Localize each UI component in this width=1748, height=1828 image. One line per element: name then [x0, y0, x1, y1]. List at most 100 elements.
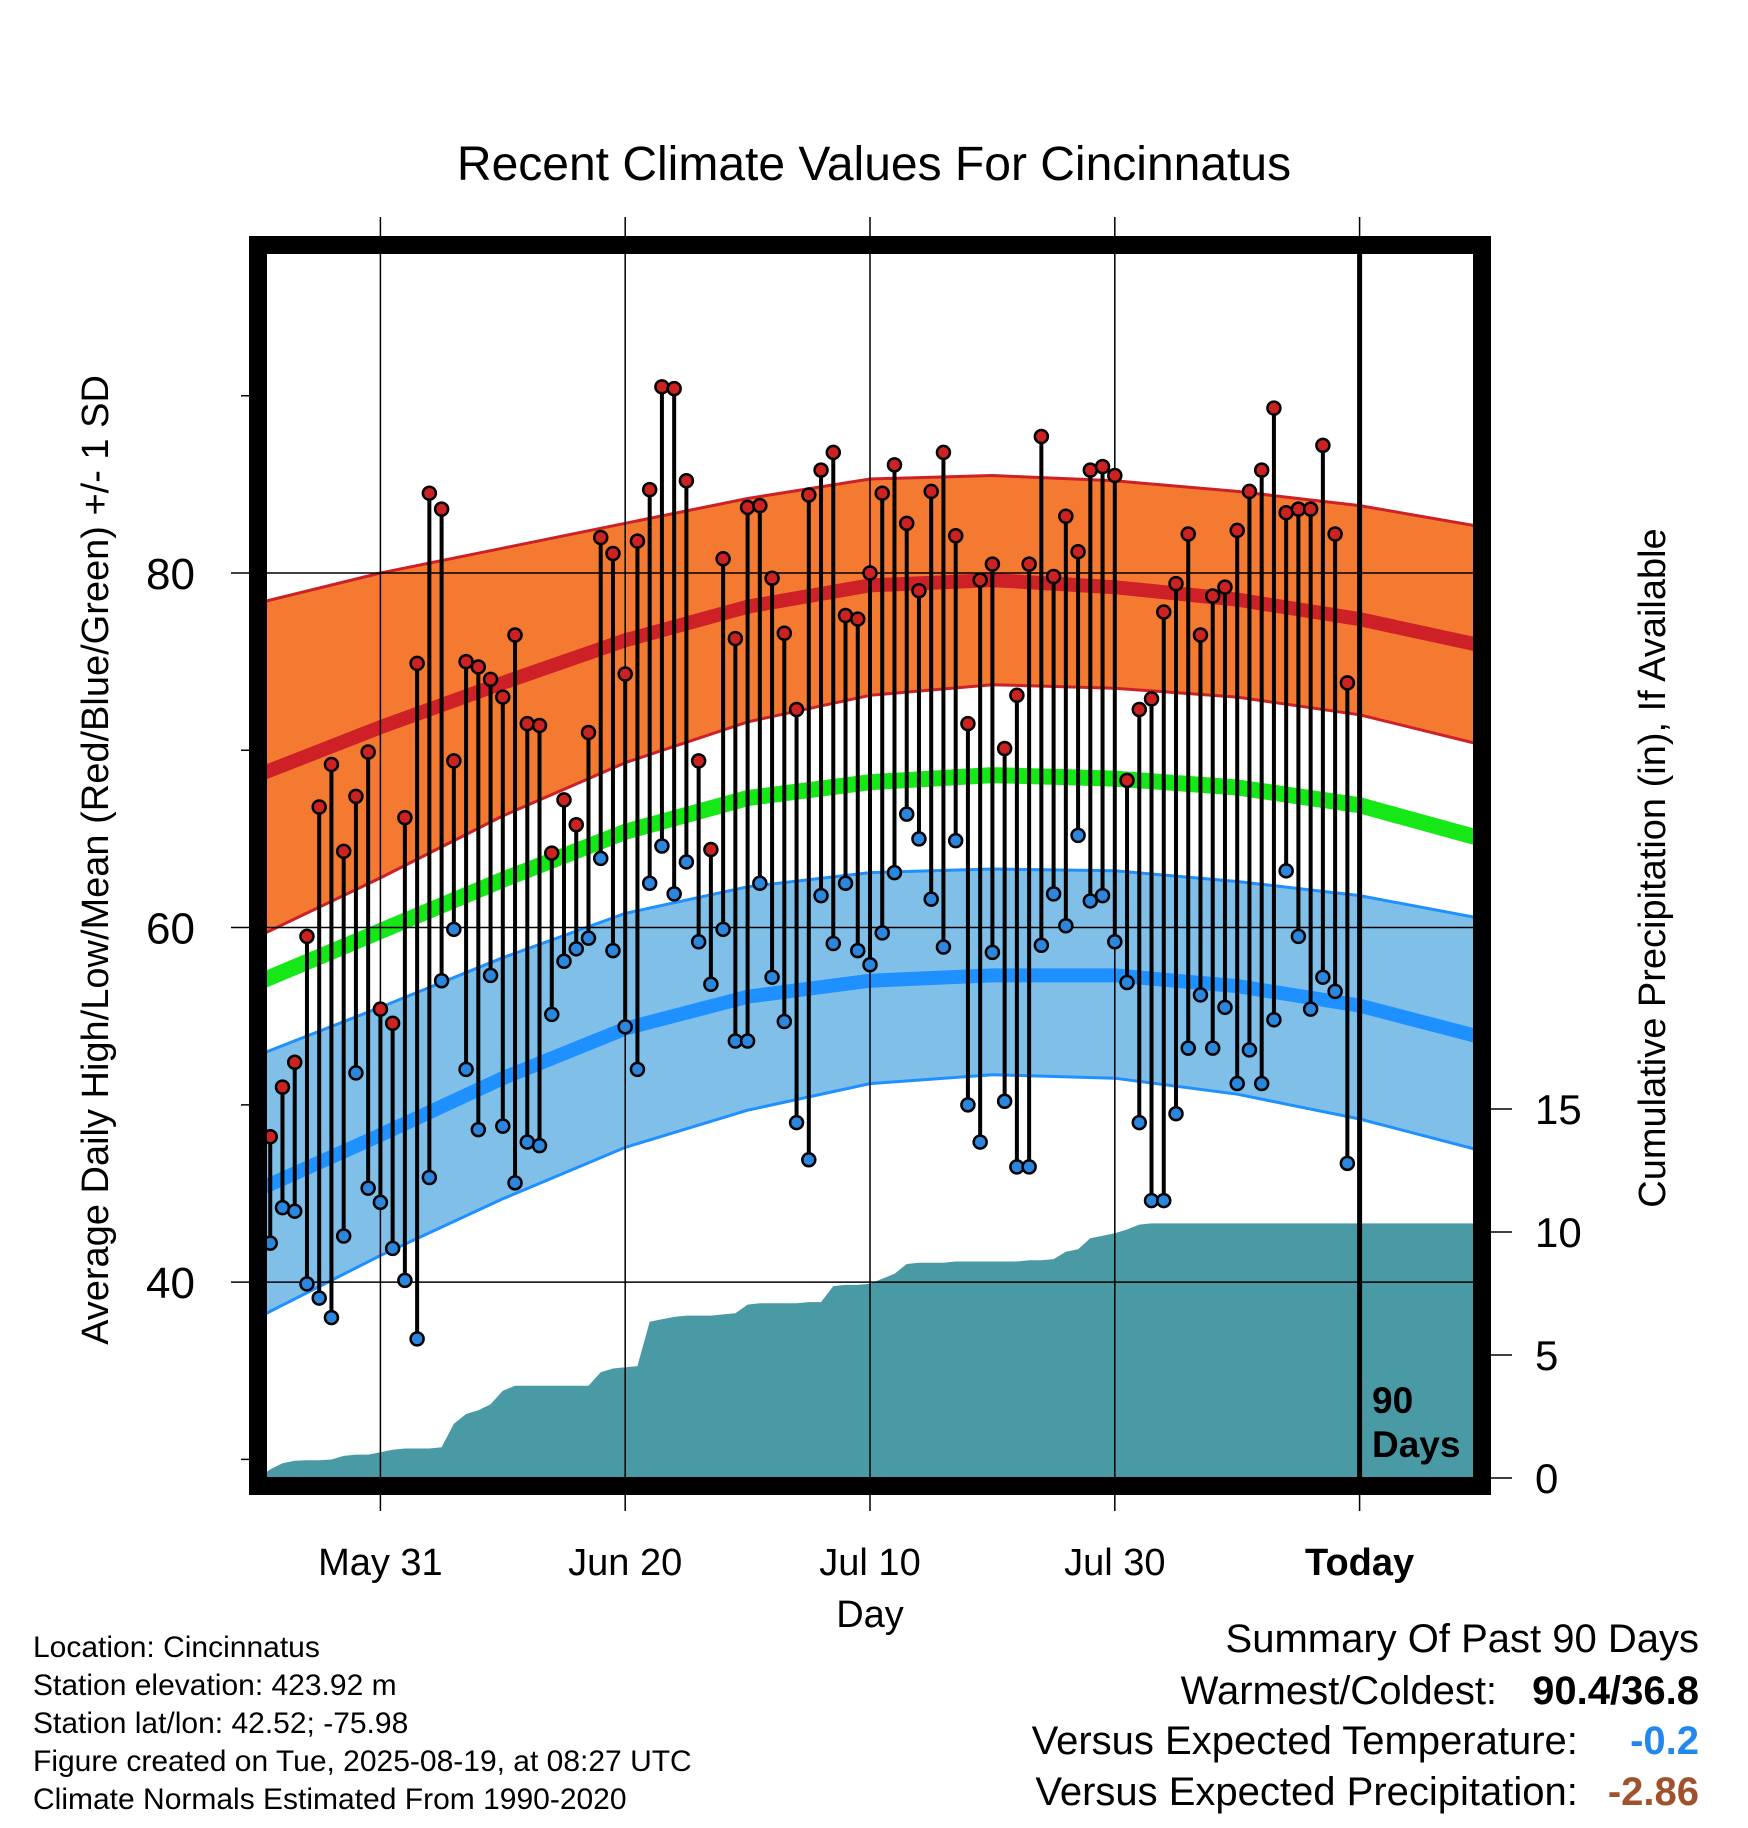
daily-high-point	[335, 843, 352, 860]
daily-high-point	[703, 841, 719, 858]
daily-high-point	[776, 625, 793, 642]
daily-high-point	[1094, 458, 1111, 475]
daily-high-point	[788, 701, 805, 718]
daily-high-point	[1266, 400, 1282, 416]
daily-high-point	[397, 809, 413, 826]
daily-high-point	[360, 744, 376, 760]
x-tick-label: Jul 10	[819, 1542, 920, 1584]
summary-heading: Summary Of Past 90 Days	[1225, 1617, 1699, 1661]
daily-low-point	[654, 838, 670, 854]
daily-low-point	[274, 1199, 291, 1216]
y2-tick-label: 10	[1535, 1209, 1582, 1256]
normals-period-text: Climate Normals Estimated From 1990-2020	[33, 1783, 627, 1816]
daily-low-point	[874, 925, 890, 941]
daily-high-point	[752, 497, 768, 514]
daily-low-point	[690, 933, 707, 950]
warmest-label: Warmest/Coldest:	[1180, 1669, 1498, 1713]
daily-high-point	[1119, 772, 1135, 789]
daily-low-point	[1070, 827, 1086, 844]
daily-high-point	[568, 816, 584, 833]
station-info: Location: Cincinnatus Station elevation:…	[33, 1629, 692, 1819]
daily-high-point	[654, 379, 670, 395]
daily-high-point	[641, 481, 658, 498]
daily-high-point	[409, 655, 425, 672]
daily-high-point	[1131, 701, 1148, 718]
daily-low-point	[323, 1309, 340, 1326]
daily-low-point	[348, 1065, 364, 1081]
summary-temp-row: Versus Expected Temperature: -0.2	[1032, 1719, 1699, 1764]
daily-low-point	[1058, 918, 1074, 934]
daily-low-point	[482, 967, 499, 984]
daily-high-point	[433, 501, 450, 517]
y2-axis-label: Cumulative Precipitation (in), If Availa…	[1632, 528, 1674, 1207]
daily-low-point	[335, 1228, 352, 1244]
x-tick-label: May 31	[318, 1542, 443, 1584]
daily-high-point	[947, 527, 964, 544]
daily-low-point	[1266, 1011, 1282, 1028]
chart-title: Recent Climate Values For Cincinnatus	[457, 138, 1291, 191]
daily-high-point	[813, 462, 829, 478]
daily-low-point	[421, 1169, 438, 1186]
y2-tick-label: 0	[1535, 1455, 1558, 1502]
daily-low-point	[935, 939, 952, 955]
daily-low-point	[666, 886, 682, 902]
daily-high-point	[1204, 588, 1221, 604]
daily-low-point	[580, 930, 597, 946]
daily-low-point	[495, 1118, 511, 1134]
daily-low-point	[1021, 1159, 1037, 1175]
daily-low-point	[984, 944, 1001, 961]
daily-low-point	[1327, 983, 1343, 1000]
daily-high-point	[592, 529, 609, 546]
daily-low-point	[1156, 1192, 1172, 1209]
daily-high-point	[960, 715, 976, 732]
daily-low-point	[556, 953, 572, 969]
daily-low-point	[1082, 893, 1099, 909]
daily-low-point	[752, 875, 768, 891]
daily-low-point	[1229, 1075, 1245, 1092]
daily-high-point	[1021, 556, 1037, 572]
daily-high-point	[886, 457, 903, 473]
daily-high-point	[1327, 526, 1343, 542]
daily-high-point	[556, 792, 572, 808]
y-tick-label: 60	[146, 905, 195, 954]
daily-high-point	[1192, 627, 1209, 643]
daily-high-point	[1229, 522, 1245, 539]
daily-high-point	[421, 485, 438, 501]
daily-low-point	[972, 1134, 988, 1150]
daily-high-point	[1082, 462, 1099, 478]
daily-low-point	[1315, 969, 1331, 985]
daily-low-point	[947, 832, 964, 849]
axes: 40 60 80 0 5 10 15 May 31 Jun 20 Jul 10 Jul 30 Toda…	[146, 217, 1582, 1584]
daily-low-point	[507, 1175, 523, 1191]
daily-low-point	[1241, 1042, 1258, 1058]
daily-low-point	[470, 1121, 487, 1138]
daily-high-point	[715, 551, 731, 567]
daily-low-point	[519, 1134, 536, 1150]
daily-high-point	[1143, 691, 1160, 707]
precip-anomaly-value: -2.86	[1607, 1770, 1699, 1814]
daily-low-point	[384, 1240, 401, 1257]
daily-high-point	[323, 756, 340, 773]
daily-high-point	[1156, 604, 1172, 620]
daily-high-point	[825, 444, 842, 461]
daily-low-point	[1339, 1155, 1356, 1172]
daily-high-point	[384, 1015, 401, 1032]
daily-high-point	[286, 1054, 303, 1071]
daily-high-point	[580, 724, 597, 741]
daily-high-point	[666, 380, 682, 397]
daily-high-point	[850, 611, 866, 627]
daily-high-point	[727, 630, 744, 647]
x-axis-label: Day	[836, 1594, 904, 1636]
daily-low-point	[886, 864, 903, 881]
elevation-text: Station elevation: 423.92 m	[33, 1669, 397, 1702]
y2-tick-label: 5	[1535, 1332, 1558, 1379]
daily-high-point	[1253, 462, 1270, 478]
y-tick-label: 40	[146, 1259, 195, 1308]
temp-anomaly-label: Versus Expected Temperature:	[1031, 1719, 1578, 1763]
daily-low-point	[1278, 863, 1294, 879]
daily-low-point	[286, 1203, 303, 1219]
daily-low-point	[446, 921, 462, 938]
daily-high-point	[482, 671, 499, 688]
daily-low-point	[764, 969, 780, 985]
